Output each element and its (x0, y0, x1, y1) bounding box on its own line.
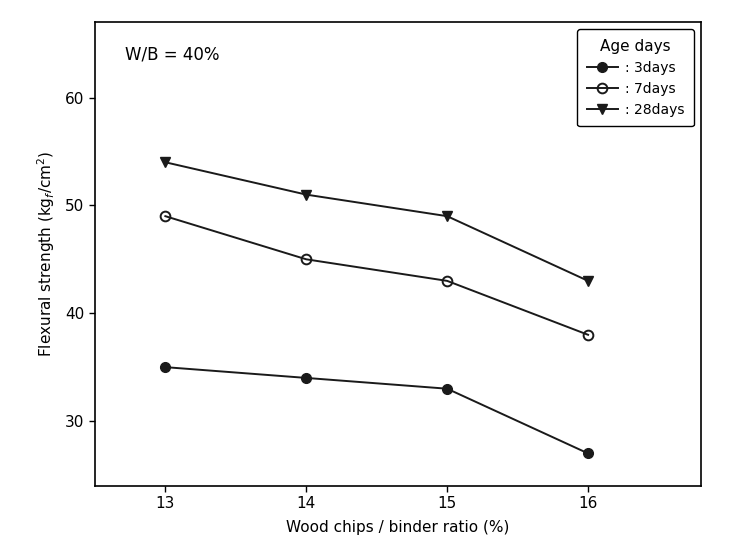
Y-axis label: Flexural strength (kg$_f$/cm$^2$): Flexural strength (kg$_f$/cm$^2$) (35, 151, 57, 357)
: 28days: (15, 49): 28days: (15, 49) (443, 213, 452, 220)
Line: : 3days: : 3days (161, 362, 593, 458)
: 28days: (16, 43): 28days: (16, 43) (584, 278, 593, 284)
: 7days: (13, 49): 7days: (13, 49) (161, 213, 170, 220)
Line: : 28days: : 28days (161, 157, 593, 286)
Line: : 7days: : 7days (161, 211, 593, 339)
: 28days: (14, 51): 28days: (14, 51) (302, 192, 311, 198)
X-axis label: Wood chips / binder ratio (%): Wood chips / binder ratio (%) (286, 519, 510, 534)
: 28days: (13, 54): 28days: (13, 54) (161, 159, 170, 166)
Text: W/B = 40%: W/B = 40% (126, 45, 220, 63)
: 7days: (15, 43): 7days: (15, 43) (443, 278, 452, 284)
: 3days: (13, 35): 3days: (13, 35) (161, 364, 170, 370)
Legend: : 3days, : 7days, : 28days: : 3days, : 7days, : 28days (577, 29, 694, 126)
: 3days: (15, 33): 3days: (15, 33) (443, 385, 452, 392)
: 3days: (16, 27): 3days: (16, 27) (584, 450, 593, 457)
: 7days: (14, 45): 7days: (14, 45) (302, 256, 311, 263)
: 7days: (16, 38): 7days: (16, 38) (584, 332, 593, 338)
: 3days: (14, 34): 3days: (14, 34) (302, 375, 311, 381)
